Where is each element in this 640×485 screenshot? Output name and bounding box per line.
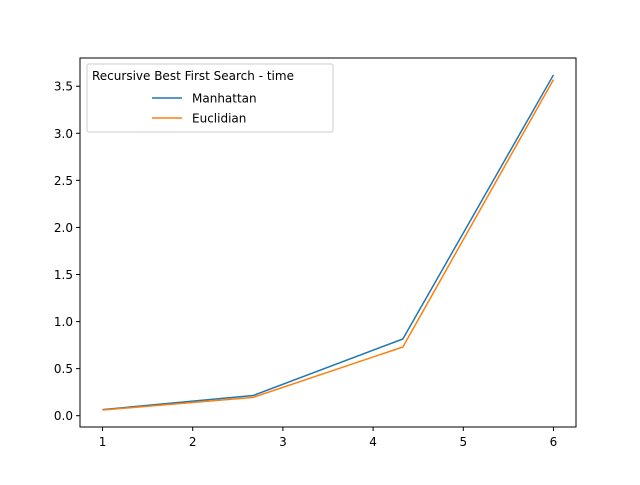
legend-label-euclidian: Euclidian bbox=[192, 112, 246, 126]
x-tick-label: 6 bbox=[550, 435, 558, 449]
series-line-manhattan bbox=[102, 74, 555, 411]
y-tick-label: 1.5 bbox=[54, 268, 73, 282]
y-tick-label: 3.5 bbox=[54, 80, 73, 94]
x-tick-label: 4 bbox=[369, 435, 377, 449]
legend-title: Recursive Best First Search - time bbox=[92, 69, 294, 83]
x-axis-ticks: 1 2 3 4 5 6 bbox=[99, 427, 558, 449]
x-tick-label: 1 bbox=[99, 435, 107, 449]
x-tick-label: 5 bbox=[459, 435, 467, 449]
y-tick-label: 1.0 bbox=[54, 315, 73, 329]
y-tick-label: 2.5 bbox=[54, 174, 73, 188]
series-line-euclidian bbox=[102, 79, 555, 411]
series-lines bbox=[102, 74, 555, 411]
y-tick-label: 2.0 bbox=[54, 221, 73, 235]
y-tick-label: 0.5 bbox=[54, 362, 73, 376]
x-tick-label: 3 bbox=[279, 435, 287, 449]
plot-frame bbox=[79, 57, 577, 428]
legend-label-manhattan: Manhattan bbox=[192, 92, 257, 106]
y-tick-label: 0.0 bbox=[54, 409, 73, 423]
y-axis-ticks: 0.0 0.5 1.0 1.5 2.0 2.5 3.0 3.5 bbox=[54, 80, 80, 423]
legend-box bbox=[86, 63, 334, 133]
x-tick-label: 2 bbox=[189, 435, 197, 449]
legend: Recursive Best First Search - time Manha… bbox=[86, 63, 334, 133]
y-tick-label: 3.0 bbox=[54, 127, 73, 141]
